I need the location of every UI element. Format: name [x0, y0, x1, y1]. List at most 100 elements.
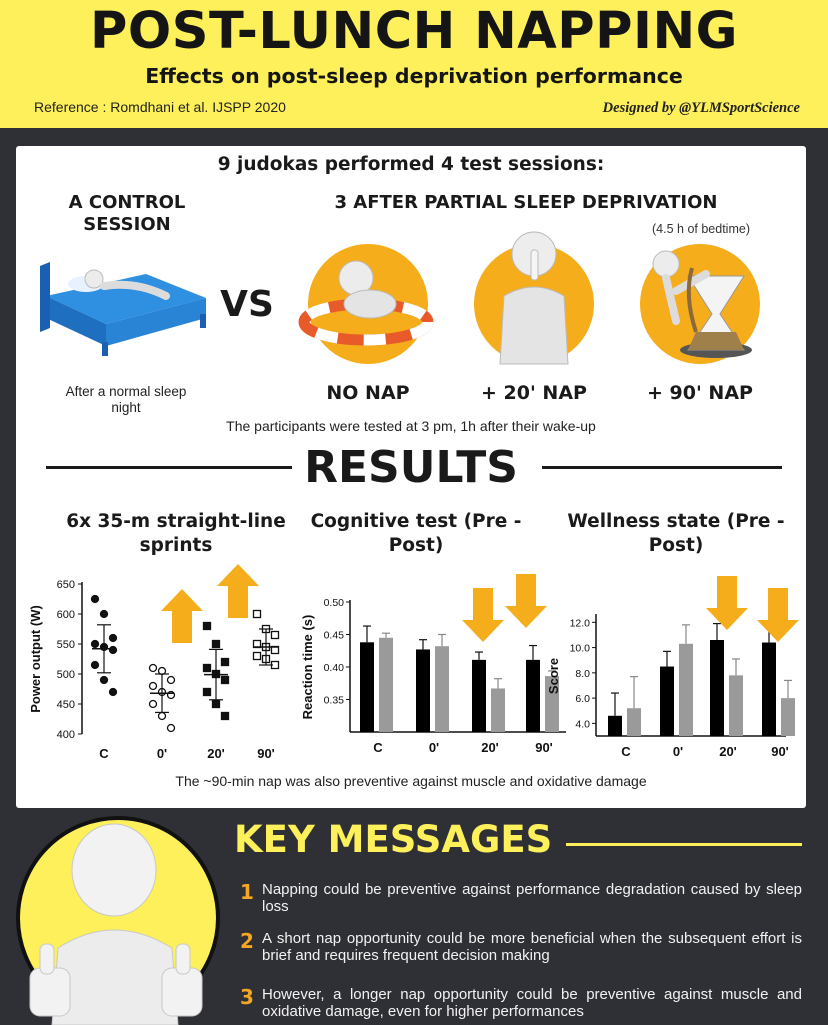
decrease-arrow: [462, 588, 504, 642]
session-intro: 9 judokas performed 4 test sessions:: [217, 154, 605, 175]
results-heading: RESULTS: [304, 442, 518, 493]
key-message-text: However, a longer nap opportunity could …: [262, 986, 802, 1020]
page-title: POST-LUNCH NAPPING: [90, 2, 738, 61]
data-point: [166, 675, 176, 685]
study-panel: 9 judokas performed 4 test sessions: A C…: [16, 146, 806, 808]
bar-pre: [526, 659, 540, 732]
y-tick-label: 450: [57, 699, 75, 711]
data-point: [99, 675, 109, 685]
key-message-number: 1: [240, 880, 254, 904]
bar-pre: [762, 642, 776, 736]
short-nap-illustration: [474, 231, 594, 365]
muscle-damage-note: The ~90-min nap was also preventive agai…: [175, 773, 647, 789]
bed-illustration: [40, 262, 206, 356]
x-tick-label: 0': [157, 746, 167, 761]
y-axis-label: Score: [546, 658, 561, 694]
y-tick-label: 0.50: [324, 597, 345, 609]
control-caption: After a normal sleep night: [65, 384, 187, 415]
data-point: [202, 663, 212, 673]
data-point: [220, 675, 230, 685]
data-point: [252, 651, 262, 661]
bar-pre: [710, 640, 724, 736]
bar-pre: [608, 715, 622, 736]
increase-arrow: [217, 564, 259, 618]
key-message-text: Napping could be preventive against perf…: [262, 881, 802, 915]
bedtime-note: (4.5 h of bedtime): [652, 222, 750, 236]
no-nap-illustration: [298, 244, 434, 364]
bar-pre: [660, 666, 674, 736]
y-tick-label: 400: [57, 729, 75, 741]
header-banner: POST-LUNCH NAPPING Effects on post-sleep…: [0, 0, 828, 128]
bar-pre: [416, 649, 430, 732]
data-point: [148, 663, 158, 673]
long-nap-illustration: [640, 244, 760, 364]
bar-post: [627, 708, 641, 736]
data-point: [270, 630, 280, 640]
data-point: [108, 687, 118, 697]
data-point: [220, 657, 230, 667]
x-tick-label: 0': [429, 740, 439, 755]
designer-credit: Designed by @YLMSportScience: [602, 100, 800, 116]
sprint-chart-title: 6x 35-m straight-line sprints: [66, 511, 286, 556]
data-point: [148, 681, 158, 691]
x-tick-label: 90': [771, 744, 789, 759]
results-divider-right: [542, 466, 782, 469]
increase-arrow: [161, 589, 203, 643]
condition-90-nap: + 90' NAP: [647, 382, 753, 404]
results-divider-left: [46, 466, 292, 469]
x-tick-label: 90': [535, 740, 553, 755]
y-tick-label: 0.40: [324, 662, 345, 674]
y-tick-label: 500: [57, 669, 75, 681]
data-point: [220, 711, 230, 721]
data-point: [108, 633, 118, 643]
data-point: [90, 660, 100, 670]
bar-post: [435, 646, 449, 732]
key-message-number: 2: [240, 929, 254, 953]
test-timing-note: The participants were tested at 3 pm, 1h…: [226, 418, 596, 434]
cognitive-chart-title: Cognitive test (Pre - Post): [310, 511, 522, 556]
data-point: [252, 609, 262, 619]
y-tick-label: 8.0: [575, 668, 590, 680]
data-point: [90, 594, 100, 604]
data-point: [166, 723, 176, 733]
data-point: [202, 621, 212, 631]
wellness-chart-title: Wellness state (Pre - Post): [567, 511, 785, 556]
x-tick-label: 20': [719, 744, 737, 759]
y-tick-label: 4.0: [575, 718, 590, 730]
x-tick-label: 20': [481, 740, 499, 755]
key-messages-divider: [566, 843, 802, 846]
x-tick-label: 0': [673, 744, 683, 759]
x-tick-label: 90': [257, 746, 275, 761]
condition-no-nap: NO NAP: [326, 382, 410, 404]
deprivation-heading: 3 AFTER PARTIAL SLEEP DEPRIVATION: [334, 192, 718, 213]
bar-pre: [360, 642, 374, 732]
y-tick-label: 0.45: [324, 630, 345, 642]
x-tick-label: C: [621, 744, 631, 759]
data-point: [90, 639, 100, 649]
session-illustrations: [40, 231, 760, 365]
data-point: [202, 687, 212, 697]
data-point: [108, 645, 118, 655]
y-tick-label: 600: [57, 609, 75, 621]
results-charts: 400 450 500 550 600 650 Power output (W) C 0' 20'…: [28, 564, 799, 761]
bar-post: [545, 676, 559, 732]
y-tick-label: 6.0: [575, 693, 590, 705]
y-axis-label: Reaction time (s): [300, 615, 315, 720]
key-message-number: 3: [240, 985, 254, 1009]
y-tick-label: 550: [57, 639, 75, 651]
bar-post: [729, 675, 743, 736]
x-tick-label: C: [99, 746, 109, 761]
y-tick-label: 10.0: [570, 643, 591, 655]
page-subtitle: Effects on post-sleep deprivation perfor…: [145, 64, 683, 88]
reference-text: Reference : Romdhani et al. IJSPP 2020: [34, 99, 286, 115]
y-tick-label: 12.0: [570, 617, 591, 629]
thumbs-up-illustration: [16, 816, 220, 1025]
y-axis-label: Power output (W): [28, 605, 43, 713]
key-messages-heading: KEY MESSAGES: [234, 818, 553, 861]
x-tick-label: 20': [207, 746, 225, 761]
bar-post: [781, 698, 795, 736]
data-point: [99, 609, 109, 619]
control-session-heading: A CONTROL SESSION: [68, 192, 186, 235]
versus-label: VS: [220, 284, 274, 325]
decrease-arrow: [505, 574, 547, 628]
